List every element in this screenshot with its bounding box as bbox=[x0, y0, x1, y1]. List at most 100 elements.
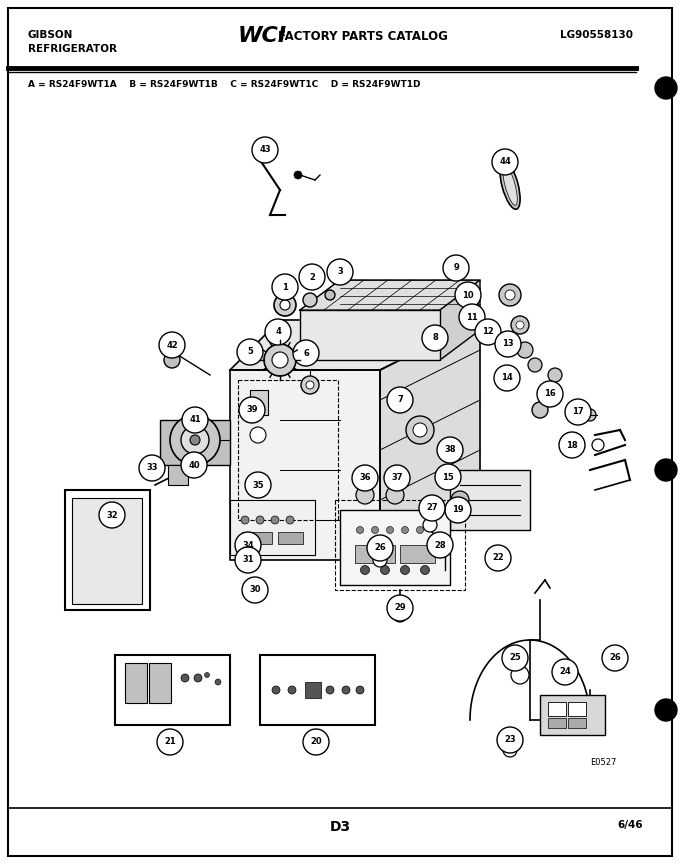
Circle shape bbox=[293, 340, 319, 366]
Text: 11: 11 bbox=[466, 313, 478, 321]
Text: 5: 5 bbox=[247, 347, 253, 357]
Polygon shape bbox=[380, 320, 480, 560]
Text: 30: 30 bbox=[250, 586, 260, 594]
Text: 6/46: 6/46 bbox=[617, 820, 643, 830]
Circle shape bbox=[485, 545, 511, 571]
Ellipse shape bbox=[406, 416, 434, 444]
Ellipse shape bbox=[326, 686, 334, 694]
Text: 35: 35 bbox=[252, 480, 264, 490]
Ellipse shape bbox=[511, 316, 529, 334]
Ellipse shape bbox=[301, 376, 319, 394]
Circle shape bbox=[99, 502, 125, 528]
Ellipse shape bbox=[181, 674, 189, 682]
Ellipse shape bbox=[356, 526, 364, 533]
Text: 28: 28 bbox=[435, 541, 446, 550]
Text: 13: 13 bbox=[503, 340, 514, 348]
Text: 23: 23 bbox=[504, 735, 516, 745]
Ellipse shape bbox=[280, 300, 290, 310]
Ellipse shape bbox=[241, 516, 249, 524]
Bar bbox=[450, 470, 530, 530]
Text: 20: 20 bbox=[310, 738, 322, 746]
Text: 34: 34 bbox=[242, 541, 254, 550]
Text: 40: 40 bbox=[188, 461, 200, 469]
Text: 17: 17 bbox=[572, 408, 584, 416]
Ellipse shape bbox=[170, 415, 220, 465]
Circle shape bbox=[387, 595, 413, 621]
Circle shape bbox=[475, 319, 501, 345]
Text: 32: 32 bbox=[106, 511, 118, 519]
Ellipse shape bbox=[181, 426, 209, 454]
Text: 22: 22 bbox=[492, 554, 504, 562]
Ellipse shape bbox=[401, 566, 409, 575]
Ellipse shape bbox=[386, 526, 394, 533]
Text: 26: 26 bbox=[374, 543, 386, 552]
Polygon shape bbox=[300, 280, 480, 310]
Ellipse shape bbox=[264, 344, 296, 376]
Ellipse shape bbox=[288, 686, 296, 694]
Text: 14: 14 bbox=[501, 373, 513, 383]
Ellipse shape bbox=[499, 284, 521, 306]
Ellipse shape bbox=[294, 171, 302, 179]
Text: 4: 4 bbox=[275, 327, 281, 336]
Circle shape bbox=[239, 397, 265, 423]
Circle shape bbox=[182, 407, 208, 433]
Ellipse shape bbox=[584, 409, 596, 421]
Ellipse shape bbox=[451, 491, 469, 509]
Circle shape bbox=[157, 729, 183, 755]
Ellipse shape bbox=[373, 553, 387, 567]
Circle shape bbox=[655, 77, 677, 99]
Bar bbox=[250, 390, 268, 415]
Circle shape bbox=[565, 399, 591, 425]
Circle shape bbox=[552, 659, 578, 685]
Ellipse shape bbox=[420, 566, 430, 575]
Ellipse shape bbox=[592, 439, 604, 451]
Bar bbox=[568, 702, 586, 716]
Ellipse shape bbox=[325, 290, 335, 300]
Ellipse shape bbox=[274, 294, 296, 316]
Circle shape bbox=[303, 729, 329, 755]
Circle shape bbox=[272, 274, 298, 300]
Bar bbox=[548, 718, 566, 728]
Bar bbox=[65, 490, 150, 610]
Ellipse shape bbox=[194, 674, 202, 682]
Ellipse shape bbox=[401, 526, 409, 533]
Circle shape bbox=[299, 264, 325, 290]
Ellipse shape bbox=[342, 686, 350, 694]
Ellipse shape bbox=[371, 526, 379, 533]
Circle shape bbox=[502, 645, 528, 671]
Bar bbox=[238, 380, 338, 520]
Circle shape bbox=[443, 255, 469, 281]
Circle shape bbox=[181, 452, 207, 478]
Circle shape bbox=[235, 532, 261, 558]
Text: 27: 27 bbox=[426, 504, 438, 512]
Circle shape bbox=[437, 437, 463, 463]
Text: 18: 18 bbox=[566, 441, 578, 449]
Circle shape bbox=[559, 432, 585, 458]
Circle shape bbox=[435, 464, 461, 490]
Bar bbox=[335, 500, 465, 590]
Ellipse shape bbox=[381, 566, 390, 575]
Bar bbox=[305, 682, 321, 698]
Ellipse shape bbox=[256, 516, 264, 524]
Polygon shape bbox=[440, 280, 480, 360]
Circle shape bbox=[422, 325, 448, 351]
Circle shape bbox=[495, 331, 521, 357]
Ellipse shape bbox=[272, 686, 280, 694]
Ellipse shape bbox=[511, 666, 529, 684]
Bar bbox=[242, 532, 272, 544]
Polygon shape bbox=[300, 310, 440, 360]
Text: GIBSON: GIBSON bbox=[28, 30, 73, 40]
Circle shape bbox=[492, 149, 518, 175]
Bar bbox=[230, 500, 315, 555]
Text: 44: 44 bbox=[499, 157, 511, 167]
Ellipse shape bbox=[272, 352, 288, 368]
Text: 38: 38 bbox=[444, 446, 456, 454]
Text: 15: 15 bbox=[442, 473, 454, 481]
Ellipse shape bbox=[356, 686, 364, 694]
Circle shape bbox=[427, 532, 453, 558]
Ellipse shape bbox=[528, 358, 542, 372]
Circle shape bbox=[235, 547, 261, 573]
Circle shape bbox=[455, 282, 481, 308]
Circle shape bbox=[537, 381, 563, 407]
Text: 10: 10 bbox=[462, 290, 474, 300]
